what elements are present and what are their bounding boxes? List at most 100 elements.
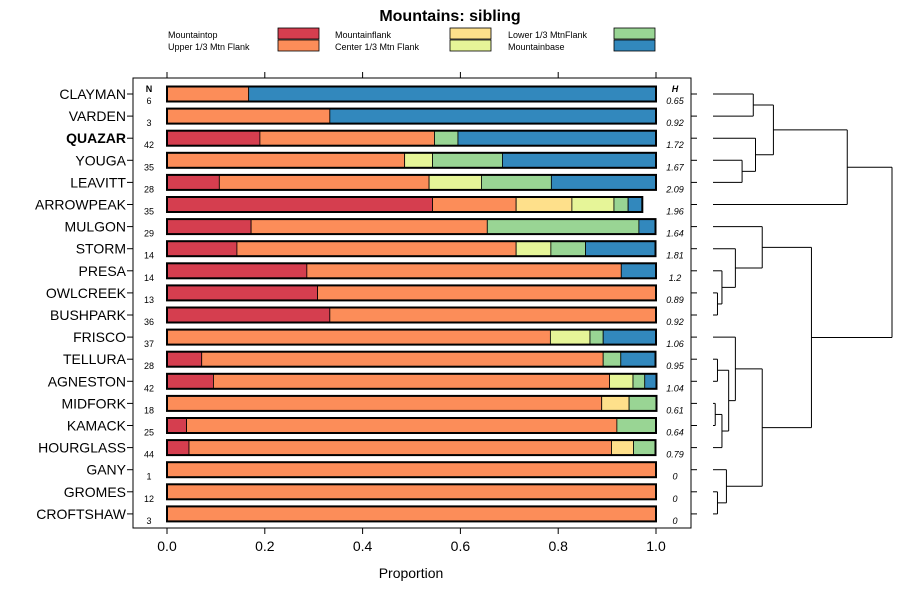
row-label: STORM — [76, 241, 126, 257]
x-tick-label: 0.0 — [157, 538, 177, 554]
row-h: 0.79 — [666, 450, 684, 460]
dendrogram — [713, 93, 893, 515]
bar-segment — [166, 86, 250, 102]
row-h: 0.89 — [666, 295, 684, 305]
bar-segment — [601, 395, 630, 412]
bar-outline — [166, 417, 657, 434]
row-n: 14 — [144, 273, 154, 283]
row-h: 0.92 — [666, 118, 684, 128]
bar-segment — [213, 373, 610, 390]
bar-segment — [585, 240, 656, 257]
row-n: 28 — [144, 361, 154, 371]
row-label: GANY — [86, 462, 126, 478]
row-h: 1.67 — [666, 162, 685, 172]
row-label: OWLCREEK — [46, 285, 127, 301]
bar-outline — [166, 461, 657, 479]
bar-outline — [166, 107, 657, 125]
bar-segment — [166, 284, 319, 301]
bar-segment — [550, 174, 657, 191]
legend-swatch — [613, 27, 656, 40]
row-label: VARDEN — [69, 108, 126, 124]
legend-label: Mountainflank — [335, 30, 392, 40]
row-h: 2.09 — [665, 184, 684, 194]
bar-segment — [609, 373, 634, 390]
bar-segment — [404, 152, 433, 169]
row-n: 6 — [146, 96, 151, 106]
row-h: 0.64 — [666, 428, 684, 438]
bar-rows: CLAYMAN 6 0.65 VARDEN 3 0.92 QUAZAR 42 1.72 YOUGA… — [35, 85, 697, 526]
bar-segment — [589, 329, 604, 346]
row-h: 0 — [672, 472, 677, 482]
bar-segment — [515, 240, 552, 257]
row-label: PRESA — [79, 263, 127, 279]
row-n: 1 — [146, 472, 151, 482]
bar-outline — [166, 173, 657, 191]
row-h: 0.65 — [666, 96, 685, 106]
legend-label: Upper 1/3 Mtn Flank — [168, 42, 250, 52]
bar-outline — [166, 505, 657, 523]
x-tick-label: 0.4 — [353, 538, 373, 554]
row-label: YOUGA — [75, 152, 126, 168]
row-label: AGNESTON — [48, 373, 126, 389]
bar-segment — [166, 373, 214, 390]
legend-label: Mountaintop — [168, 30, 218, 40]
bar-segment — [166, 218, 252, 235]
bar-segment — [628, 395, 657, 412]
bar-segment — [602, 329, 657, 346]
chart-title: Mountains: sibling — [379, 8, 520, 25]
bar-segment — [166, 196, 433, 213]
bar-outline — [166, 129, 657, 147]
row-h: 0.92 — [666, 317, 684, 327]
bar-outline — [166, 240, 657, 258]
bar-outline — [166, 218, 657, 236]
bar-segment — [616, 417, 657, 434]
h-header: H — [672, 84, 679, 94]
row-n: 42 — [144, 383, 154, 393]
row-label: ARROWPEAK — [35, 197, 127, 213]
legend-label: Center 1/3 Mtn Flank — [335, 42, 420, 52]
bar-outline — [166, 439, 657, 457]
bar-outline — [166, 85, 657, 103]
legend-swatch — [449, 27, 492, 40]
x-tick-label: 1.0 — [646, 538, 666, 554]
bar-outline — [166, 372, 658, 390]
row-n: 35 — [144, 207, 154, 217]
bar-segment — [515, 196, 573, 213]
row-label: FRISCO — [73, 329, 126, 345]
row-label: MIDFORK — [61, 395, 126, 411]
bar-segment — [248, 86, 657, 102]
bar-segment — [188, 439, 612, 456]
bar-segment — [166, 108, 331, 124]
row-h: 1.96 — [666, 207, 684, 217]
row-h: 1.64 — [666, 229, 684, 239]
bar-segment — [633, 439, 656, 456]
bar-segment — [638, 218, 656, 235]
row-label: QUAZAR — [66, 130, 126, 146]
bar-segment — [166, 240, 238, 257]
row-n: 25 — [144, 428, 154, 438]
row-label: LEAVITT — [70, 174, 126, 190]
bar-segment — [613, 196, 629, 213]
x-tick-label: 0.8 — [548, 538, 568, 554]
bar-segment — [166, 417, 187, 434]
bar-segment — [481, 174, 552, 191]
row-n: 36 — [144, 317, 154, 327]
n-header: N — [146, 84, 153, 94]
bar-segment — [611, 439, 634, 456]
row-n: 13 — [144, 295, 154, 305]
row-h: 0.95 — [666, 361, 685, 371]
row-h: 0.61 — [666, 405, 684, 415]
bar-segment — [186, 417, 618, 434]
x-axis: 0.0 0.2 0.4 0.6 0.8 1.0 — [157, 72, 666, 554]
legend-swatch — [613, 39, 656, 52]
row-n: 28 — [144, 184, 154, 194]
row-n: 3 — [146, 516, 151, 526]
legend-swatch — [277, 27, 320, 40]
row-h: 1.2 — [669, 273, 682, 283]
row-h: 1.04 — [666, 383, 684, 393]
bar-segment — [166, 395, 603, 412]
bar-outline — [166, 328, 657, 346]
bar-segment — [166, 152, 406, 169]
row-n: 14 — [144, 251, 154, 261]
row-n: 29 — [144, 229, 154, 239]
